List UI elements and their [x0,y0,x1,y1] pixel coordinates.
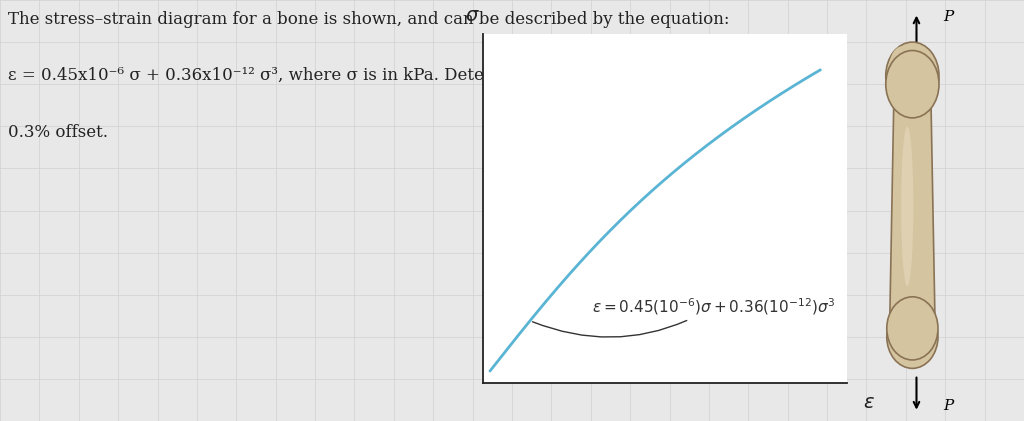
Text: P: P [943,10,953,24]
Ellipse shape [901,126,913,286]
Polygon shape [890,93,935,316]
Text: $\epsilon = 0.45(10^{-6})\sigma + 0.36(10^{-12})\sigma^3$: $\epsilon = 0.45(10^{-6})\sigma + 0.36(1… [532,296,836,337]
Text: 0.3% offset.: 0.3% offset. [8,124,109,141]
Ellipse shape [889,46,915,88]
Text: P: P [943,399,953,413]
Bar [483,34,847,383]
Ellipse shape [886,51,939,118]
Ellipse shape [887,305,938,368]
Polygon shape [898,189,927,210]
Ellipse shape [887,297,938,360]
Text: $\epsilon$: $\epsilon$ [863,393,874,412]
Ellipse shape [886,42,939,109]
Text: ε = 0.45x10⁻⁶ σ + 0.36x10⁻¹² σ³, where σ is in kPa. Determine the yield strength: ε = 0.45x10⁻⁶ σ + 0.36x10⁻¹² σ³, where σ… [8,67,788,84]
Text: $\sigma$: $\sigma$ [465,6,480,25]
Text: The stress–strain diagram for a bone is shown, and can be described by the equat: The stress–strain diagram for a bone is … [8,11,730,27]
